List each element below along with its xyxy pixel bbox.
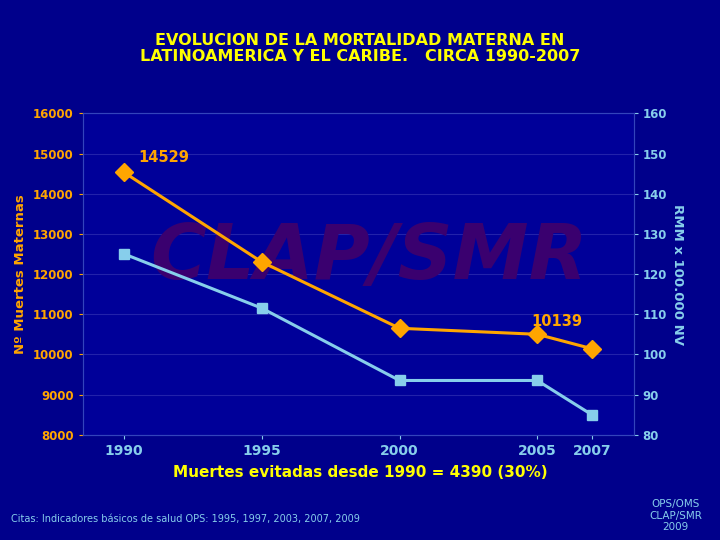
Text: OPS/OMS
CLAP/SMR
2009: OPS/OMS CLAP/SMR 2009: [649, 499, 702, 532]
Y-axis label: RMM x 100.000 NV: RMM x 100.000 NV: [671, 204, 684, 345]
Text: Muertes evitadas desde 1990 = 4390 (30%): Muertes evitadas desde 1990 = 4390 (30%): [173, 465, 547, 480]
Y-axis label: Nº Muertes Maternas: Nº Muertes Maternas: [14, 194, 27, 354]
Text: EVOLUCION DE LA MORTALIDAD MATERNA EN: EVOLUCION DE LA MORTALIDAD MATERNA EN: [156, 33, 564, 48]
Text: LATINOAMERICA Y EL CARIBE.   CIRCA 1990-2007: LATINOAMERICA Y EL CARIBE. CIRCA 1990-20…: [140, 49, 580, 64]
Text: Citas: Indicadores básicos de salud OPS: 1995, 1997, 2003, 2007, 2009: Citas: Indicadores básicos de salud OPS:…: [11, 515, 360, 524]
Text: CLAP/SMR: CLAP/SMR: [150, 221, 588, 295]
Text: 14529: 14529: [138, 151, 189, 165]
Text: 10139: 10139: [531, 314, 582, 329]
